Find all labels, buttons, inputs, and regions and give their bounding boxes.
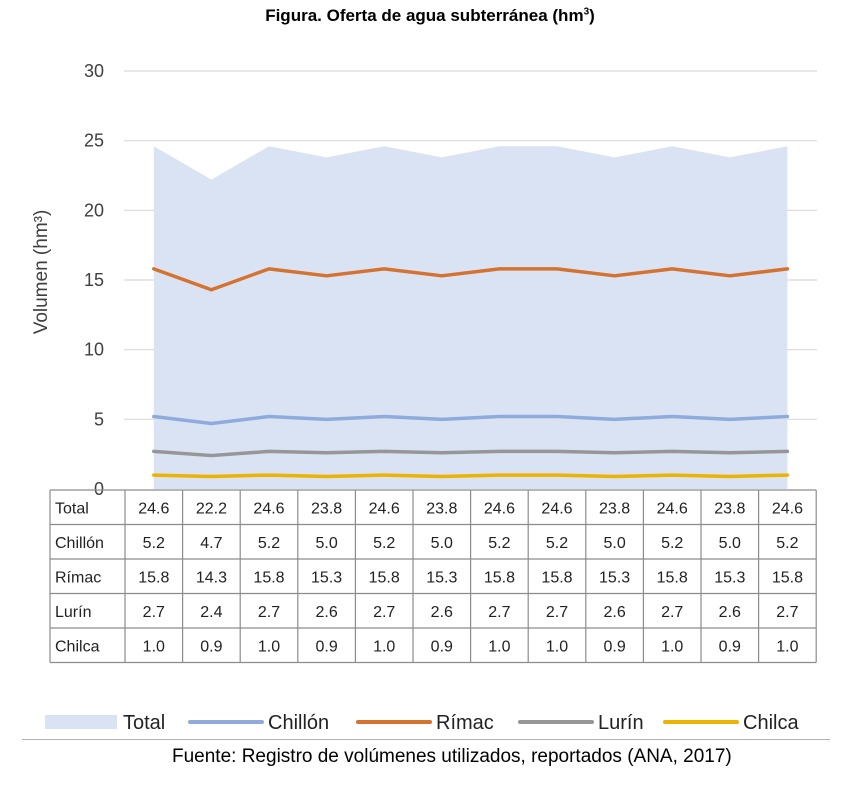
table-cell: 2.6 (719, 604, 741, 621)
table-cell: 15.8 (138, 569, 169, 586)
table-cell: 1.0 (776, 638, 798, 655)
y-tick-label: 25 (84, 131, 104, 151)
table-cell: 2.7 (661, 604, 683, 621)
table-cell: 0.9 (200, 638, 222, 655)
table-row-label: Chilca (55, 638, 100, 655)
area-total (153, 146, 788, 490)
y-tick-label: 30 (84, 61, 104, 81)
table-cell: 15.3 (426, 569, 457, 586)
table-cell: 5.2 (661, 535, 683, 552)
legend: Total Chillón Rímac Lurín Chilca (45, 712, 799, 734)
table-cell: 24.6 (253, 500, 284, 517)
table-cell: 23.8 (311, 500, 342, 517)
table-cell: 1.0 (373, 638, 395, 655)
source-note: Fuente: Registro de volúmenes utilizados… (172, 746, 732, 767)
table-cell: 2.7 (776, 604, 798, 621)
table-cell: 15.3 (311, 569, 342, 586)
table-cell: 2.6 (603, 604, 625, 621)
table-row-label: Lurín (55, 604, 91, 621)
table-cell: 14.3 (196, 569, 227, 586)
table-cell: 2.7 (373, 604, 395, 621)
table-cell: 2.6 (431, 604, 453, 621)
table-cell: 15.3 (599, 569, 630, 586)
table-cell: 15.8 (369, 569, 400, 586)
table-cell: 2.7 (488, 604, 510, 621)
table-cell: 23.8 (599, 500, 630, 517)
series-line-chillon (152, 414, 790, 426)
table-cell: 1.0 (661, 638, 683, 655)
series-line-lurin (152, 449, 790, 458)
y-tick-label: 15 (84, 270, 104, 290)
table-cell: 4.7 (200, 535, 222, 552)
legend-label: Chillón (268, 712, 329, 734)
area-layer (153, 146, 788, 490)
table-cell: 0.9 (719, 638, 741, 655)
y-tick-label: 10 (84, 340, 104, 360)
y-tick-label: 20 (84, 200, 104, 220)
table-cell: 23.8 (426, 500, 457, 517)
table-cell: 5.0 (431, 535, 453, 552)
table-cell: 2.6 (315, 604, 337, 621)
legend-label: Rímac (436, 712, 494, 734)
table-cell: 1.0 (488, 638, 510, 655)
table-cell: 0.9 (315, 638, 337, 655)
table-cell: 5.0 (603, 535, 625, 552)
table-cell: 5.2 (546, 535, 568, 552)
table-cell: 0.9 (431, 638, 453, 655)
table-cell: 2.4 (200, 604, 222, 621)
table-cell: 1.0 (143, 638, 165, 655)
table-cell: 5.2 (488, 535, 510, 552)
series-line-chilca (152, 473, 790, 479)
series-line-rimac (152, 267, 790, 292)
table-cell: 0.9 (603, 638, 625, 655)
table-cell: 2.7 (143, 604, 165, 621)
y-tick-label: 5 (94, 409, 104, 429)
table-cell: 24.6 (138, 500, 169, 517)
table-cell: 5.2 (776, 535, 798, 552)
y-axis: 0 5 10 15 20 25 30 (84, 61, 104, 499)
legend-swatch-area (45, 715, 117, 729)
table-cell: 1.0 (546, 638, 568, 655)
y-axis-label: Volumen (hm³) (31, 210, 52, 335)
table-cell: 5.2 (373, 535, 395, 552)
table-cell: 15.8 (484, 569, 515, 586)
divider-rule (22, 739, 830, 740)
table-cell: 24.6 (772, 500, 803, 517)
table-cell: 5.2 (258, 535, 280, 552)
legend-label: Chilca (743, 712, 799, 734)
table-cell: 5.2 (143, 535, 165, 552)
table-cell: 22.2 (196, 500, 227, 517)
table-row-label: Rímac (55, 569, 101, 586)
table-cell: 15.8 (541, 569, 572, 586)
table-cell: 15.8 (253, 569, 284, 586)
table-cell: 24.6 (657, 500, 688, 517)
table-cell: 5.0 (719, 535, 741, 552)
table-cell: 2.7 (258, 604, 280, 621)
table-cell: 1.0 (258, 638, 280, 655)
table-row-label: Chillón (55, 535, 104, 552)
data-table: Total 24.6 22.2 24.6 23.8 24.6 23.8 24.6 24.6 23.… (49, 489, 817, 664)
table-cell: 15.3 (714, 569, 745, 586)
table-cell: 15.8 (657, 569, 688, 586)
table-cell: 23.8 (714, 500, 745, 517)
table-cell: 24.6 (369, 500, 400, 517)
table-row-label: Total (55, 500, 89, 517)
legend-label: Lurín (598, 712, 644, 734)
table-cell: 24.6 (541, 500, 572, 517)
legend-label: Total (123, 712, 165, 734)
table-cell: 24.6 (484, 500, 515, 517)
table-cell: 2.7 (546, 604, 568, 621)
table-cell: 15.8 (772, 569, 803, 586)
table-cell: 5.0 (315, 535, 337, 552)
chart-title: Figura. Oferta de agua subterránea (hm3) (265, 6, 595, 25)
line-layer (152, 267, 790, 479)
y-tick-label: 0 (94, 479, 104, 499)
